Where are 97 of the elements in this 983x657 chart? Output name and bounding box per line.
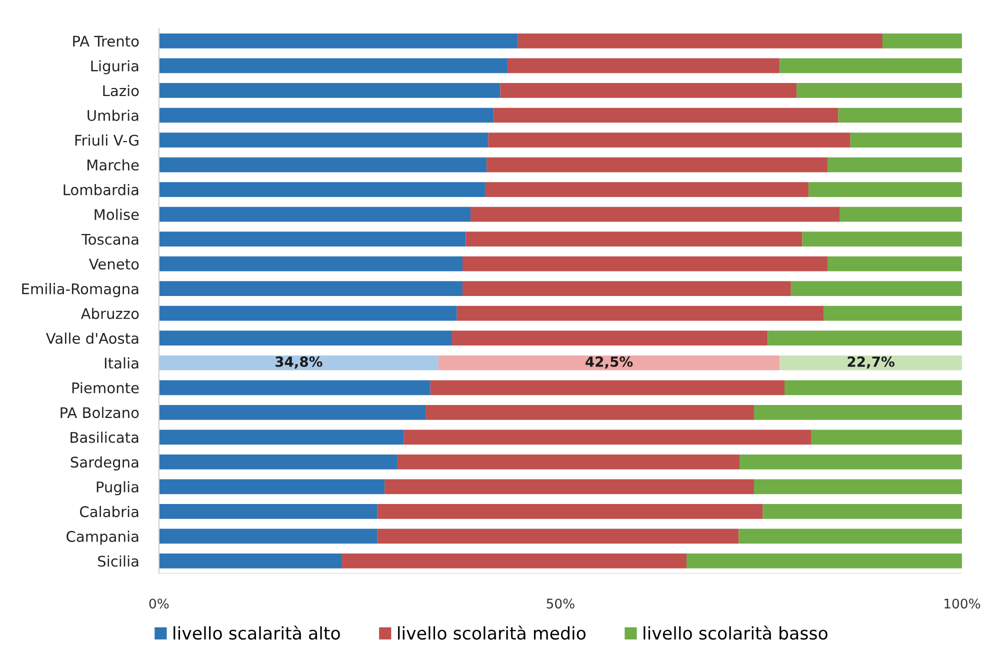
y-tick-label: Lazio <box>103 84 139 96</box>
bar <box>456 306 824 321</box>
bar <box>438 355 780 370</box>
y-tick-label: Veneto <box>88 258 139 270</box>
y-tick-label: Valle d'Aosta <box>46 332 138 344</box>
bar <box>397 454 740 470</box>
bar <box>882 34 962 48</box>
data-label: 42,5% <box>586 356 633 369</box>
y-tick-label: Toscana <box>81 234 138 245</box>
bar <box>808 182 962 197</box>
bar <box>158 554 342 568</box>
y-tick-label: Sardegna <box>70 456 138 471</box>
bar <box>158 232 466 246</box>
bar <box>810 430 962 445</box>
y-tick-label: Molise <box>94 208 139 220</box>
bar <box>158 330 452 346</box>
bar <box>158 157 487 172</box>
bar <box>486 157 828 172</box>
bar <box>740 454 962 470</box>
y-tick-label: Lombardia <box>64 184 138 196</box>
bar <box>754 404 962 420</box>
y-tick-label: Campania <box>66 530 138 545</box>
bar <box>796 83 962 98</box>
y-tick-label: Marche <box>88 159 139 171</box>
bar <box>158 479 385 494</box>
bar <box>507 58 780 74</box>
bar <box>470 206 840 222</box>
bar <box>762 504 962 519</box>
legend-label: livello scolarità basso <box>644 626 828 640</box>
bar <box>342 554 687 568</box>
bar <box>384 479 754 494</box>
y-tick-label: Emilia-Romagna <box>22 283 138 298</box>
x-tick-label: 50% <box>546 598 574 609</box>
bar <box>686 554 962 568</box>
bar <box>377 504 763 519</box>
y-tick-label: Calabria <box>80 506 138 518</box>
bar <box>158 256 462 272</box>
bar <box>426 404 754 420</box>
data-label: 22,7% <box>848 356 894 369</box>
legend-label: livello scalarità alto <box>174 626 340 640</box>
legend-label: livello scolarità medio <box>398 626 586 640</box>
bar <box>838 108 962 123</box>
bar <box>158 34 518 48</box>
bar <box>462 256 828 272</box>
bar <box>780 58 962 74</box>
bar <box>404 430 811 445</box>
y-tick-label: Umbria <box>88 110 138 121</box>
bar <box>158 182 485 197</box>
bar <box>494 108 838 123</box>
bar <box>466 232 802 246</box>
x-tick-label: 100% <box>944 598 980 609</box>
bar <box>158 206 471 222</box>
bar <box>840 206 962 222</box>
y-tick-label: Puglia <box>96 481 138 496</box>
bar <box>828 256 962 272</box>
bar <box>158 404 426 420</box>
bar <box>452 330 768 346</box>
bar <box>158 355 438 370</box>
y-tick-label: Basilicata <box>70 432 138 443</box>
y-tick-label: Italia <box>104 357 138 369</box>
bar <box>738 528 962 544</box>
y-tick-label: Friuli V-G <box>75 134 138 146</box>
bar <box>518 34 882 48</box>
bar <box>377 528 739 544</box>
bar <box>158 528 378 544</box>
data-label: 34,8% <box>276 356 322 369</box>
bar <box>158 306 457 321</box>
bar <box>158 504 378 519</box>
y-tick-label: PA Trento <box>73 36 139 47</box>
bar <box>802 232 962 246</box>
bar <box>768 330 962 346</box>
bar <box>158 108 494 123</box>
y-tick-label: Piemonte <box>72 382 139 394</box>
bar <box>158 454 398 470</box>
bar <box>850 132 962 148</box>
bar <box>828 157 962 172</box>
bar <box>780 355 962 370</box>
x-tick-label: 0% <box>149 598 169 609</box>
y-tick-label: PA Bolzano <box>60 406 139 418</box>
y-tick-label: Liguria <box>91 60 138 74</box>
bar <box>158 430 404 445</box>
bar <box>158 132 488 148</box>
bar <box>158 380 430 396</box>
bar <box>500 83 797 98</box>
bar <box>430 380 784 396</box>
bar <box>784 380 962 396</box>
y-tick-label: Sicilia <box>98 555 138 567</box>
bar <box>754 479 962 494</box>
bar <box>484 182 809 197</box>
bar <box>824 306 962 321</box>
bar <box>158 281 462 296</box>
bar <box>790 281 962 296</box>
y-tick-label: Abruzzo <box>80 308 139 320</box>
bar <box>158 83 500 98</box>
bar <box>488 132 850 148</box>
bar <box>158 58 508 74</box>
bar <box>462 281 791 296</box>
